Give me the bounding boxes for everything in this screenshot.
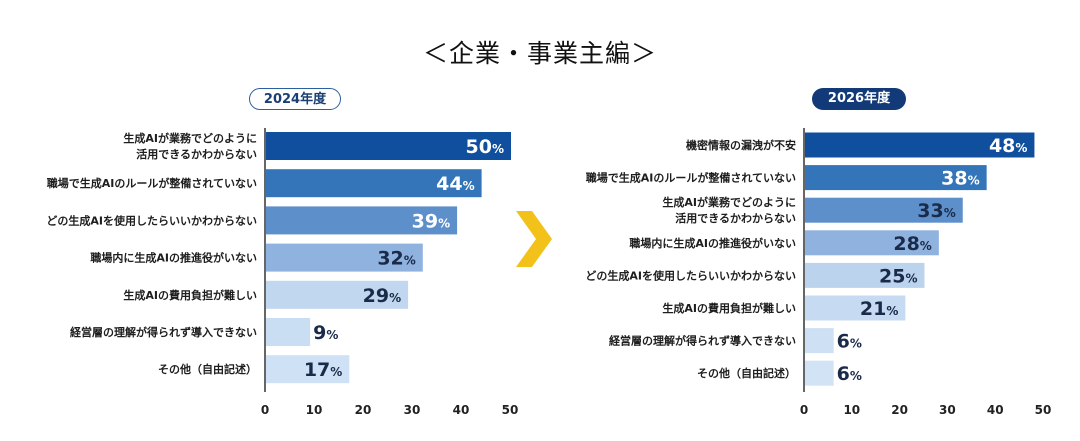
bar [805,197,963,223]
bar [266,280,409,309]
category-label: 活用できるかわからない [675,211,796,225]
data-label: 6% [837,331,862,353]
x-tick-label: 50 [1035,403,1052,417]
data-label: 33% [917,200,955,222]
chevron-right-icon [516,211,552,267]
data-label: 28% [893,233,931,255]
bar [805,230,939,256]
category-label: 職場内に生成AIの推進役がいない [629,236,796,250]
x-tick-label: 20 [891,403,908,417]
category-label: その他（自由記述） [158,362,257,376]
bar [266,169,482,198]
bar [805,165,987,191]
category-label: 生成AIが業務でどのように [123,131,257,145]
bar [805,360,834,386]
data-label: 39% [412,210,450,232]
data-label: 17% [304,359,342,381]
bar [805,132,1035,158]
category-label: 経営層の理解が得られず導入できない [70,325,257,339]
data-label: 9% [313,322,338,344]
x-tick-label: 0 [261,403,269,417]
category-label: どの生成AIを使用したらいいかわからない [46,213,257,227]
x-tick-label: 30 [939,403,956,417]
bar [266,243,423,272]
data-label: 50% [466,136,504,158]
bar [266,318,311,346]
bar [805,295,906,321]
category-label: 職場で生成AIのルールが整備されていない [47,176,257,190]
x-tick-label: 30 [404,403,421,417]
category-label: どの生成AIを使用したらいいかわからない [585,268,796,282]
data-label: 29% [363,285,401,307]
data-label: 32% [377,248,415,270]
category-label: 生成AIの費用負担が難しい [662,301,796,315]
category-label: その他（自由記述） [697,366,796,380]
data-label: 21% [860,298,898,320]
bar [266,206,458,235]
category-label: 経営層の理解が得られず導入できない [609,334,796,348]
bar [266,355,350,384]
data-label: 44% [436,173,474,195]
page-title: ＜企業・事業主編＞ [422,39,657,68]
category-label: 機密情報の漏洩が不安 [686,138,796,152]
data-label: 48% [989,135,1027,157]
year-badge-2026: 2026年度 [812,88,906,110]
category-label: 生成AIの費用負担が難しい [123,288,257,302]
data-label: 38% [941,168,979,190]
data-label: 25% [879,265,917,287]
category-label: 活用できるかわからない [136,147,257,161]
x-tick-label: 20 [355,403,372,417]
category-label: 職場内に生成AIの推進役がいない [90,251,257,265]
year-badge-2024: 2024年度 [249,88,341,110]
x-tick-label: 10 [843,403,860,417]
bar [805,262,925,288]
category-label: 生成AIが業務でどのように [662,195,796,209]
x-tick-label: 10 [306,403,323,417]
bar [805,328,834,354]
x-tick-label: 0 [800,403,808,417]
bar [266,132,511,160]
x-tick-label: 40 [453,403,470,417]
x-tick-label: 40 [987,403,1004,417]
data-label: 6% [837,363,862,385]
x-tick-label: 50 [502,403,519,417]
category-label: 職場で生成AIのルールが整備されていない [586,171,796,185]
